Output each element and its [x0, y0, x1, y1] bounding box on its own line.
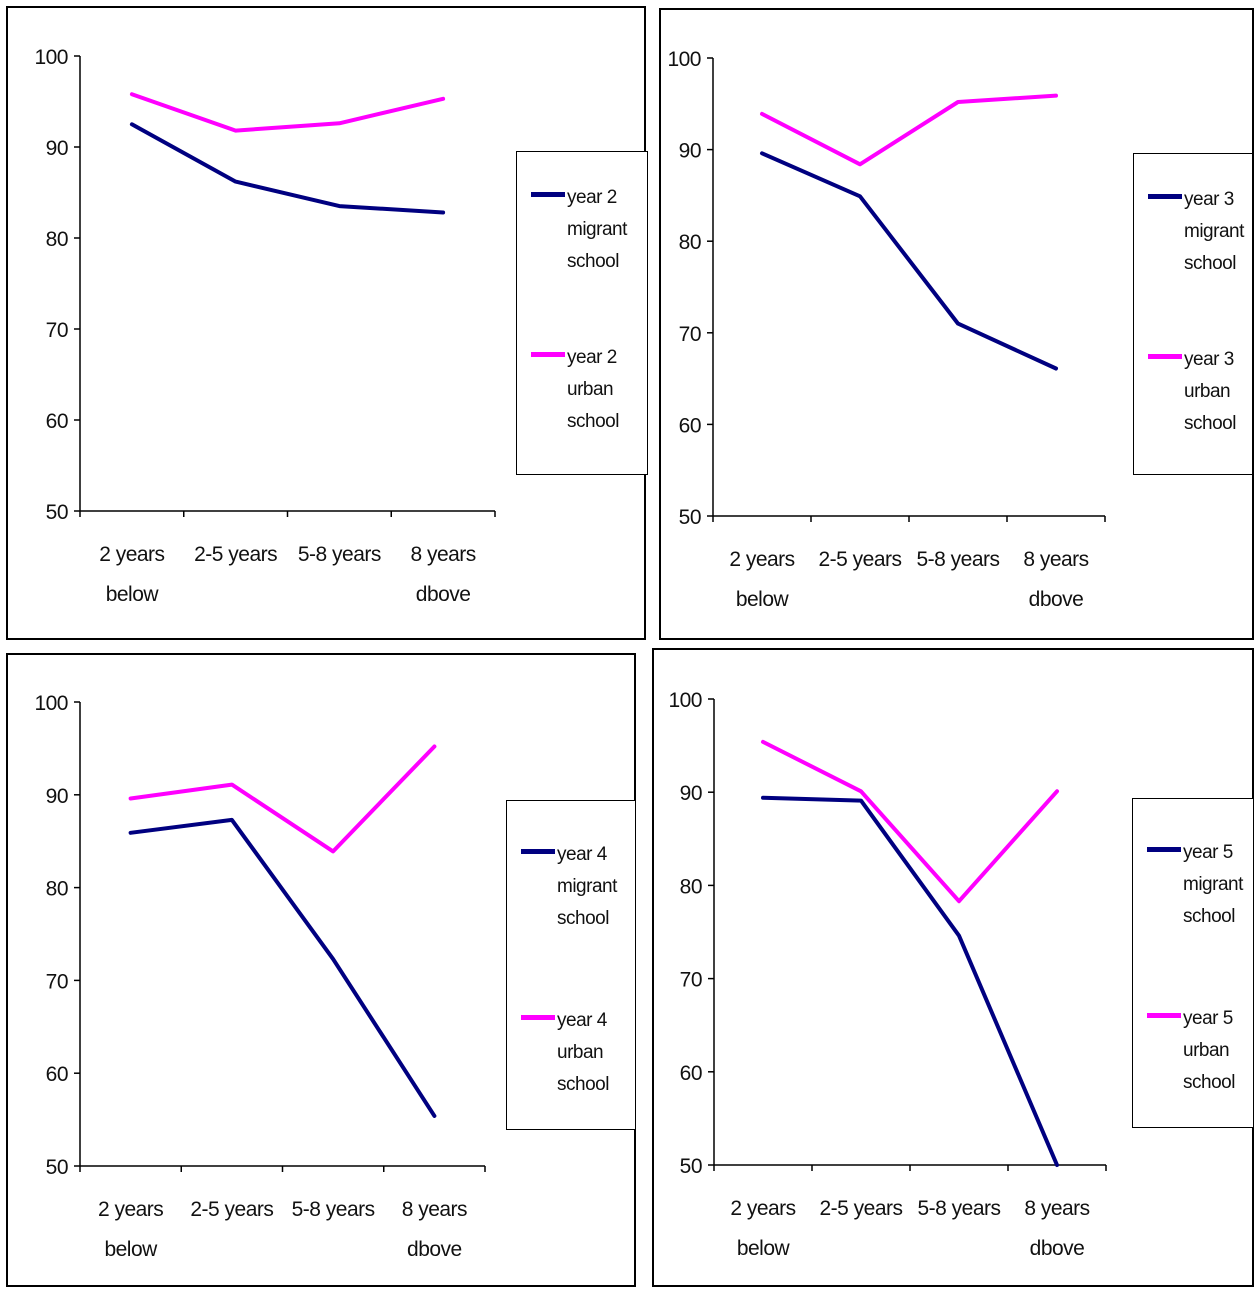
legend-year-4: year 4 migrant school year 4 urban schoo…: [506, 800, 636, 1130]
chart-panel-year-4: 50 60 70 80 90 100 2 years below 2-5 years 5-8 ye…: [6, 653, 636, 1287]
series-line-migrant: [129, 122, 446, 215]
legend-label-migrant: year 3 migrant school: [1184, 189, 1244, 274]
x-tick-label: 2 years below: [98, 1198, 163, 1261]
legend-swatch-migrant: [1147, 847, 1181, 852]
legend-swatch-urban: [1147, 1013, 1181, 1018]
y-tick-label: 90: [46, 137, 68, 160]
line-chart-year-3: 50 60 70 80 90 100 2 years below 2-5 years 5-8 ye…: [667, 48, 1106, 611]
y-tick-label: 60: [679, 414, 701, 437]
legend-label-urban: year 5 urban school: [1183, 1008, 1235, 1093]
legend-year-3: year 3 migrant school year 3 urban schoo…: [1133, 153, 1253, 475]
x-tick-label: 2 years below: [99, 543, 164, 606]
line-chart-year-4: 50 60 70 80 90 100 2 years below 2-5 years 5-8 ye…: [34, 692, 486, 1261]
x-tick-label: 5-8 years: [916, 548, 999, 571]
series-line-urban: [129, 92, 446, 133]
series-line-migrant: [761, 795, 1059, 1167]
y-tick-label: 100: [667, 48, 701, 71]
chart-panel-year-3: 50 60 70 80 90 100 2 years below 2-5 years 5-8 ye…: [659, 8, 1254, 640]
x-tick-label: 5-8 years: [292, 1198, 375, 1221]
legend-swatch-migrant: [521, 849, 555, 854]
y-tick-label: 60: [46, 1063, 68, 1086]
series-line-urban: [128, 744, 437, 854]
y-tick-label: 90: [679, 140, 701, 163]
y-tick-label: 70: [680, 969, 702, 992]
line-chart-year-2: 50 60 70 80 90 100 2 years below 2-5 years 5-8 ye…: [34, 46, 496, 606]
legend-swatch-urban: [1148, 354, 1182, 359]
y-tick-label: 60: [680, 1062, 702, 1085]
y-tick-label: 50: [680, 1155, 702, 1178]
y-tick-label: 100: [34, 46, 68, 69]
y-tick-label: 70: [679, 323, 701, 346]
y-tick-label: 60: [46, 410, 68, 433]
y-tick-label: 80: [680, 875, 702, 898]
chart-panel-year-5: 50 60 70 80 90 100 2 years below 2-5 years 5-8 ye…: [652, 648, 1254, 1287]
series-line-migrant: [760, 151, 1058, 371]
series-line-urban: [760, 93, 1058, 167]
legend-swatch-urban: [521, 1015, 555, 1020]
y-tick-label: 50: [46, 501, 68, 524]
y-tick-label: 50: [679, 506, 701, 529]
series-line-urban: [761, 739, 1059, 904]
x-tick-label: 2 years below: [730, 1197, 795, 1260]
y-tick-label: 80: [46, 228, 68, 251]
legend-label-migrant: year 5 migrant school: [1183, 842, 1243, 927]
y-tick-label: 50: [46, 1156, 68, 1179]
x-tick-label: 8 years dbove: [410, 543, 475, 606]
x-tick-label: 2 years below: [729, 548, 794, 611]
x-tick-label: 2-5 years: [818, 548, 901, 571]
legend-label-urban: year 2 urban school: [567, 347, 619, 432]
y-tick-label: 100: [668, 689, 702, 712]
legend-label-migrant: year 2 migrant school: [567, 187, 627, 272]
series-line-migrant: [128, 817, 437, 1118]
y-tick-label: 70: [46, 970, 68, 993]
x-tick-label: 8 years dbove: [402, 1198, 467, 1261]
y-tick-label: 90: [46, 785, 68, 808]
x-tick-label: 2-5 years: [819, 1197, 902, 1220]
y-tick-label: 90: [680, 782, 702, 805]
legend-swatch-migrant: [531, 192, 565, 197]
x-tick-label: 8 years dbove: [1024, 1197, 1089, 1260]
legend-swatch-migrant: [1148, 194, 1182, 199]
x-tick-label: 5-8 years: [298, 543, 381, 566]
x-tick-label: 2-5 years: [190, 1198, 273, 1221]
legend-year-5: year 5 migrant school year 5 urban schoo…: [1132, 798, 1254, 1128]
x-tick-label: 5-8 years: [917, 1197, 1000, 1220]
x-tick-label: 2-5 years: [194, 543, 277, 566]
legend-swatch-urban: [531, 352, 565, 357]
chart-panel-year-2: 50 60 70 80 90 100 2 years below 2-5 years 5-8 ye…: [6, 6, 648, 640]
legend-year-2: year 2 migrant school year 2 urban schoo…: [516, 151, 648, 475]
y-tick-label: 80: [679, 231, 701, 254]
y-tick-label: 70: [46, 319, 68, 342]
line-chart-year-5: 50 60 70 80 90 100 2 years below 2-5 years 5-8 ye…: [668, 689, 1107, 1260]
legend-label-urban: year 4 urban school: [557, 1010, 609, 1095]
y-tick-label: 100: [34, 692, 68, 715]
legend-label-migrant: year 4 migrant school: [557, 844, 617, 929]
y-tick-label: 80: [46, 878, 68, 901]
x-tick-label: 8 years dbove: [1023, 548, 1088, 611]
legend-label-urban: year 3 urban school: [1184, 349, 1236, 434]
